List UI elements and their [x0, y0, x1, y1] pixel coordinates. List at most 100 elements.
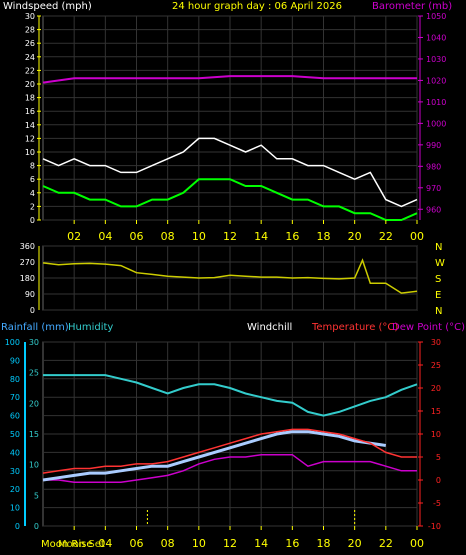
panel3-x-label: 16	[285, 537, 299, 550]
wind-tick-label: 16	[25, 107, 35, 116]
baro-tick-label: 1020	[426, 76, 446, 85]
chart-layer: 0246810121416182022242628309609709809901…	[5, 12, 447, 550]
temperature-title: Temperature (°C)	[311, 322, 398, 333]
humidity-tick-label: 40	[10, 448, 20, 457]
rain-tick-label: 30	[29, 338, 39, 347]
baro-tick-label: 990	[426, 141, 441, 150]
baro-tick-label: 980	[426, 162, 441, 171]
humidity-tick-label: 60	[10, 412, 20, 421]
panel3-x-label: 18	[317, 537, 331, 550]
humidity-line	[43, 374, 418, 417]
wind-tick-label: 14	[25, 121, 35, 130]
barometer-line	[42, 75, 417, 84]
panel3-x-label: 04	[98, 537, 112, 550]
humidity-title: Humidity	[68, 322, 113, 333]
panel1-x-label: 06	[130, 230, 144, 243]
compass-label: S	[435, 274, 441, 285]
wind-tick-label: 18	[25, 94, 35, 103]
temperature-tick-label: 15	[431, 407, 441, 416]
baro-tick-label: 1040	[426, 33, 446, 42]
rain-tick-label: 5	[34, 491, 39, 500]
humidity-tick-label: 0	[15, 522, 20, 531]
panel3-x-label: 10	[192, 537, 206, 550]
temperature-tick-label: 5	[436, 453, 441, 462]
temperature-line	[42, 428, 417, 474]
baro-title: Barometer (mb)	[372, 1, 452, 12]
baro-tick-label: 970	[426, 184, 441, 193]
wind-tick-label: 4	[30, 189, 35, 198]
panel1-x-label: 02	[67, 230, 81, 243]
rainfall-title: Rainfall (mm)	[1, 322, 69, 333]
moon-set-label: Moon Set	[58, 539, 105, 550]
wind-tick-label: 12	[25, 134, 35, 143]
panel1-x-label: 08	[161, 230, 175, 243]
wind-tick-label: 10	[25, 148, 35, 157]
baro-tick-label: 1030	[426, 55, 446, 64]
direction-tick-label: 270	[20, 258, 35, 267]
wind-gust-line	[42, 137, 418, 208]
wind-tick-label: 8	[30, 162, 35, 171]
baro-tick-label: 1000	[426, 119, 446, 128]
rain-tick-label: 25	[29, 369, 39, 378]
humidity-tick-label: 50	[10, 430, 20, 439]
panel1-x-label: 14	[254, 230, 268, 243]
wind-direction-line	[42, 258, 418, 294]
baro-tick-label: 1010	[426, 98, 446, 107]
humidity-tick-label: 70	[10, 393, 20, 402]
panel1-x-label: 12	[223, 230, 237, 243]
wind-average-line	[42, 178, 418, 221]
humidity-tick-label: 10	[10, 504, 20, 513]
temperature-tick-label: 0	[436, 476, 441, 485]
temperature-tick-label: -10	[428, 522, 441, 531]
panel1-x-label: 10	[192, 230, 206, 243]
moon-rise-label: Moon Rise	[41, 539, 92, 550]
direction-tick-label: 360	[20, 242, 35, 251]
humidity-tick-label: 90	[10, 356, 20, 365]
wind-tick-label: 28	[25, 26, 35, 35]
temperature-tick-label: 30	[431, 338, 441, 347]
panel3-x-label: 06	[130, 537, 144, 550]
wind-tick-label: 2	[30, 202, 35, 211]
wind-tick-label: 24	[25, 53, 35, 62]
humidity-tick-label: 30	[10, 467, 20, 476]
panel1-x-label: 18	[317, 230, 331, 243]
wind-tick-label: 30	[25, 12, 35, 21]
humidity-tick-label: 80	[10, 375, 20, 384]
compass-label: N	[435, 306, 442, 317]
panel3-x-label: 00	[410, 537, 424, 550]
baro-tick-label: 1050	[426, 12, 446, 21]
compass-label: E	[435, 290, 441, 301]
temperature-tick-label: 20	[431, 384, 441, 393]
rain-tick-label: 20	[29, 399, 39, 408]
temperature-tick-label: -5	[433, 499, 441, 508]
wind-title: Windspeed (mph)	[3, 1, 92, 12]
wind-tick-label: 26	[25, 39, 35, 48]
rain-tick-label: 0	[34, 522, 39, 531]
rain-tick-label: 10	[29, 461, 39, 470]
direction-tick-label: 90	[25, 290, 35, 299]
panel1-x-label: 22	[379, 230, 393, 243]
panel3-x-label: 20	[348, 537, 362, 550]
panel3-x-label: 22	[379, 537, 393, 550]
compass-label: N	[435, 242, 442, 253]
panel1-x-label: 00	[410, 230, 424, 243]
panel3-x-label: 14	[254, 537, 268, 550]
dewpoint-line	[43, 453, 417, 484]
windchill-line	[42, 430, 387, 482]
humidity-tick-label: 100	[5, 338, 20, 347]
dewpoint-title: Dew Point (°C)	[392, 322, 465, 333]
baro-tick-label: 960	[426, 205, 441, 214]
panel1-x-label: 04	[98, 230, 112, 243]
graph-title: 24 hour graph day : 06 April 2026	[172, 1, 342, 12]
direction-tick-label: 0	[30, 306, 35, 315]
wind-tick-label: 22	[25, 66, 35, 75]
temperature-tick-label: 25	[431, 361, 441, 370]
panel3-x-label: 08	[161, 537, 175, 550]
direction-tick-label: 180	[20, 274, 35, 283]
panel1-x-label: 16	[285, 230, 299, 243]
wind-tick-label: 20	[25, 80, 35, 89]
rain-tick-label: 15	[29, 430, 39, 439]
windchill-title: Windchill	[247, 322, 292, 333]
